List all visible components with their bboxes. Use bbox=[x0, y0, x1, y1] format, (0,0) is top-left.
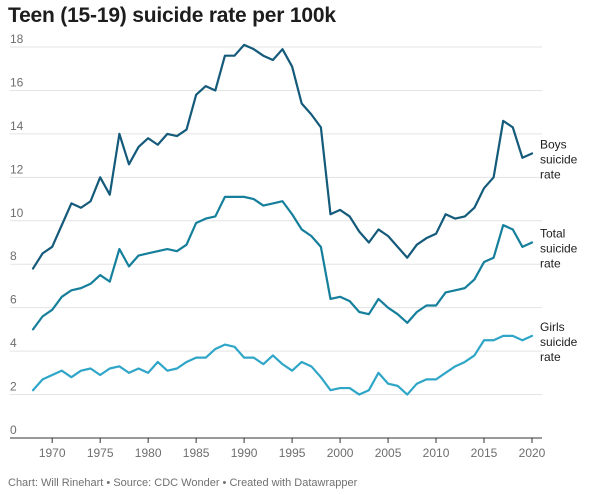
y-tick-label-18: 18 bbox=[10, 32, 24, 46]
series-lines bbox=[31, 43, 534, 396]
y-tick-label-16: 16 bbox=[10, 75, 24, 89]
series-label-line: rate bbox=[540, 167, 561, 181]
x-tick-label-1995: 1995 bbox=[279, 446, 306, 460]
x-tick-label-1980: 1980 bbox=[135, 446, 162, 460]
series-line-total-suicide-rate bbox=[31, 195, 534, 331]
x-tick-label-2000: 2000 bbox=[327, 446, 354, 460]
y-tick-label-2: 2 bbox=[10, 380, 17, 394]
x-tick-label-1970: 1970 bbox=[39, 446, 66, 460]
series-label-boys-suicide-rate: Boys suicide rate bbox=[540, 137, 578, 181]
y-tick-label-10: 10 bbox=[10, 206, 24, 220]
y-tick-label-8: 8 bbox=[10, 249, 17, 263]
x-tick-label-2005: 2005 bbox=[375, 446, 402, 460]
series-label-line: suicide bbox=[540, 152, 578, 166]
axes: 0 2 4 6 8 10 12 14 16 18 1970 1975 1980 1985 1990 1995 2… bbox=[10, 32, 546, 460]
series-label-line: Boys bbox=[540, 137, 567, 151]
x-tick-label-1990: 1990 bbox=[231, 446, 258, 460]
chart-title: Teen (15-19) suicide rate per 100k bbox=[8, 4, 336, 27]
chart-footer: Chart: Will Rinehart • Source: CDC Wonde… bbox=[8, 477, 358, 489]
x-tick-label-1975: 1975 bbox=[87, 446, 114, 460]
y-tick-label-6: 6 bbox=[10, 293, 17, 307]
series-label-girls-suicide-rate: Girls suicide rate bbox=[540, 320, 578, 364]
series-label-line: Total bbox=[540, 227, 565, 241]
series-line-boys-suicide-rate bbox=[31, 43, 534, 270]
x-tick-label-2010: 2010 bbox=[423, 446, 450, 460]
series-label-line: suicide bbox=[540, 335, 578, 349]
y-tick-label-0: 0 bbox=[10, 423, 17, 437]
series-line-girls-suicide-rate bbox=[31, 334, 534, 396]
y-tick-label-4: 4 bbox=[10, 336, 17, 350]
series-label-line: rate bbox=[540, 350, 561, 364]
series-label-line: rate bbox=[540, 257, 561, 271]
gridlines bbox=[10, 46, 542, 396]
series-label-line: suicide bbox=[540, 242, 578, 256]
y-tick-label-14: 14 bbox=[10, 119, 24, 133]
x-tick-label-2015: 2015 bbox=[471, 446, 498, 460]
x-tick-label-2020: 2020 bbox=[519, 446, 546, 460]
series-label-line: Girls bbox=[540, 320, 565, 334]
series-label-total-suicide-rate: Total suicide rate bbox=[540, 227, 578, 271]
y-tick-label-12: 12 bbox=[10, 162, 24, 176]
x-tick-label-1985: 1985 bbox=[183, 446, 210, 460]
